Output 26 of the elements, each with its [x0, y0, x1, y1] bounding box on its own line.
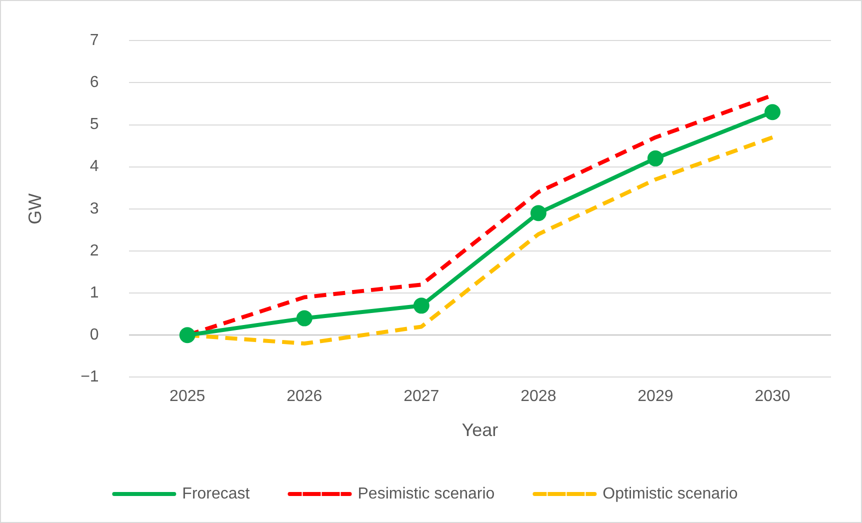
legend-label: Frorecast [182, 485, 250, 502]
y-tick-label: 7 [90, 32, 99, 50]
y-axis-title: GW [24, 193, 45, 224]
x-tick-label: 2026 [286, 388, 322, 406]
point [647, 150, 664, 166]
y-tick-label: 6 [90, 74, 99, 92]
y-tick-label: −1 [80, 368, 99, 386]
y-tick-label: 4 [90, 158, 99, 176]
point [413, 298, 430, 314]
x-tick-label: 2027 [404, 388, 440, 406]
x-axis-title: Year [462, 420, 498, 440]
x-tick-label: 2029 [638, 388, 674, 406]
y-tick-label: 3 [90, 200, 99, 218]
point [179, 327, 196, 344]
y-tick-label: 5 [90, 116, 99, 134]
y-tick-label: 0 [90, 326, 99, 344]
y-tick-label: 1 [90, 284, 99, 302]
point [530, 205, 546, 222]
legend-label: Optimistic scenario [602, 485, 738, 502]
y-tick-label: 2 [90, 242, 99, 260]
point [764, 104, 780, 120]
point [296, 310, 312, 326]
x-tick-label: 2028 [520, 388, 556, 406]
x-tick-label: 2030 [754, 388, 790, 406]
legend-label: Pesimistic scenario [358, 485, 495, 502]
x-tick-label: 2025 [170, 388, 206, 406]
